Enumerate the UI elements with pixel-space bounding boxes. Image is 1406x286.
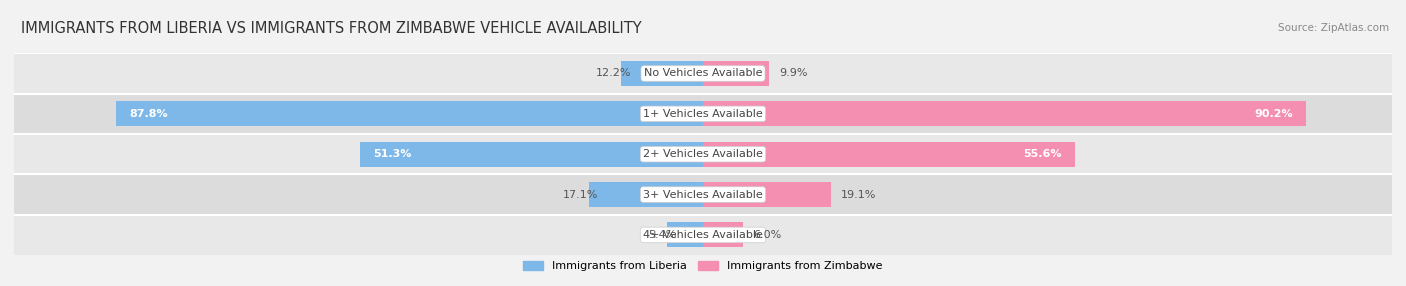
Bar (0, 174, 1406, 215)
Bar (621, 61, 703, 86)
Text: 87.8%: 87.8% (129, 109, 167, 119)
Text: 4+ Vehicles Available: 4+ Vehicles Available (643, 230, 763, 240)
Text: 12.2%: 12.2% (596, 68, 631, 78)
Text: IMMIGRANTS FROM LIBERIA VS IMMIGRANTS FROM ZIMBABWE VEHICLE AVAILABILITY: IMMIGRANTS FROM LIBERIA VS IMMIGRANTS FR… (21, 21, 641, 35)
Bar (0, 215, 1406, 255)
Text: 9.9%: 9.9% (779, 68, 808, 78)
Bar (703, 182, 831, 207)
Bar (589, 182, 703, 207)
Bar (666, 223, 703, 247)
Text: 90.2%: 90.2% (1254, 109, 1294, 119)
Bar (0, 53, 1406, 94)
Bar (703, 101, 1306, 126)
Text: 2+ Vehicles Available: 2+ Vehicles Available (643, 149, 763, 159)
Bar (115, 101, 703, 126)
Text: 19.1%: 19.1% (841, 190, 876, 200)
Text: 17.1%: 17.1% (564, 190, 599, 200)
Text: 6.0%: 6.0% (754, 230, 782, 240)
Bar (0, 94, 1406, 134)
Text: 51.3%: 51.3% (373, 149, 412, 159)
Text: No Vehicles Available: No Vehicles Available (644, 68, 762, 78)
Text: 100.0%: 100.0% (17, 255, 59, 265)
Text: Source: ZipAtlas.com: Source: ZipAtlas.com (1278, 23, 1389, 33)
Bar (360, 142, 703, 167)
Bar (703, 142, 1076, 167)
Text: 5.4%: 5.4% (648, 230, 676, 240)
Legend: Immigrants from Liberia, Immigrants from Zimbabwe: Immigrants from Liberia, Immigrants from… (523, 261, 883, 271)
Text: 3+ Vehicles Available: 3+ Vehicles Available (643, 190, 763, 200)
Bar (703, 223, 744, 247)
Bar (0, 134, 1406, 174)
Text: 55.6%: 55.6% (1024, 149, 1062, 159)
Text: 100.0%: 100.0% (1347, 255, 1389, 265)
Text: 1+ Vehicles Available: 1+ Vehicles Available (643, 109, 763, 119)
Bar (703, 61, 769, 86)
